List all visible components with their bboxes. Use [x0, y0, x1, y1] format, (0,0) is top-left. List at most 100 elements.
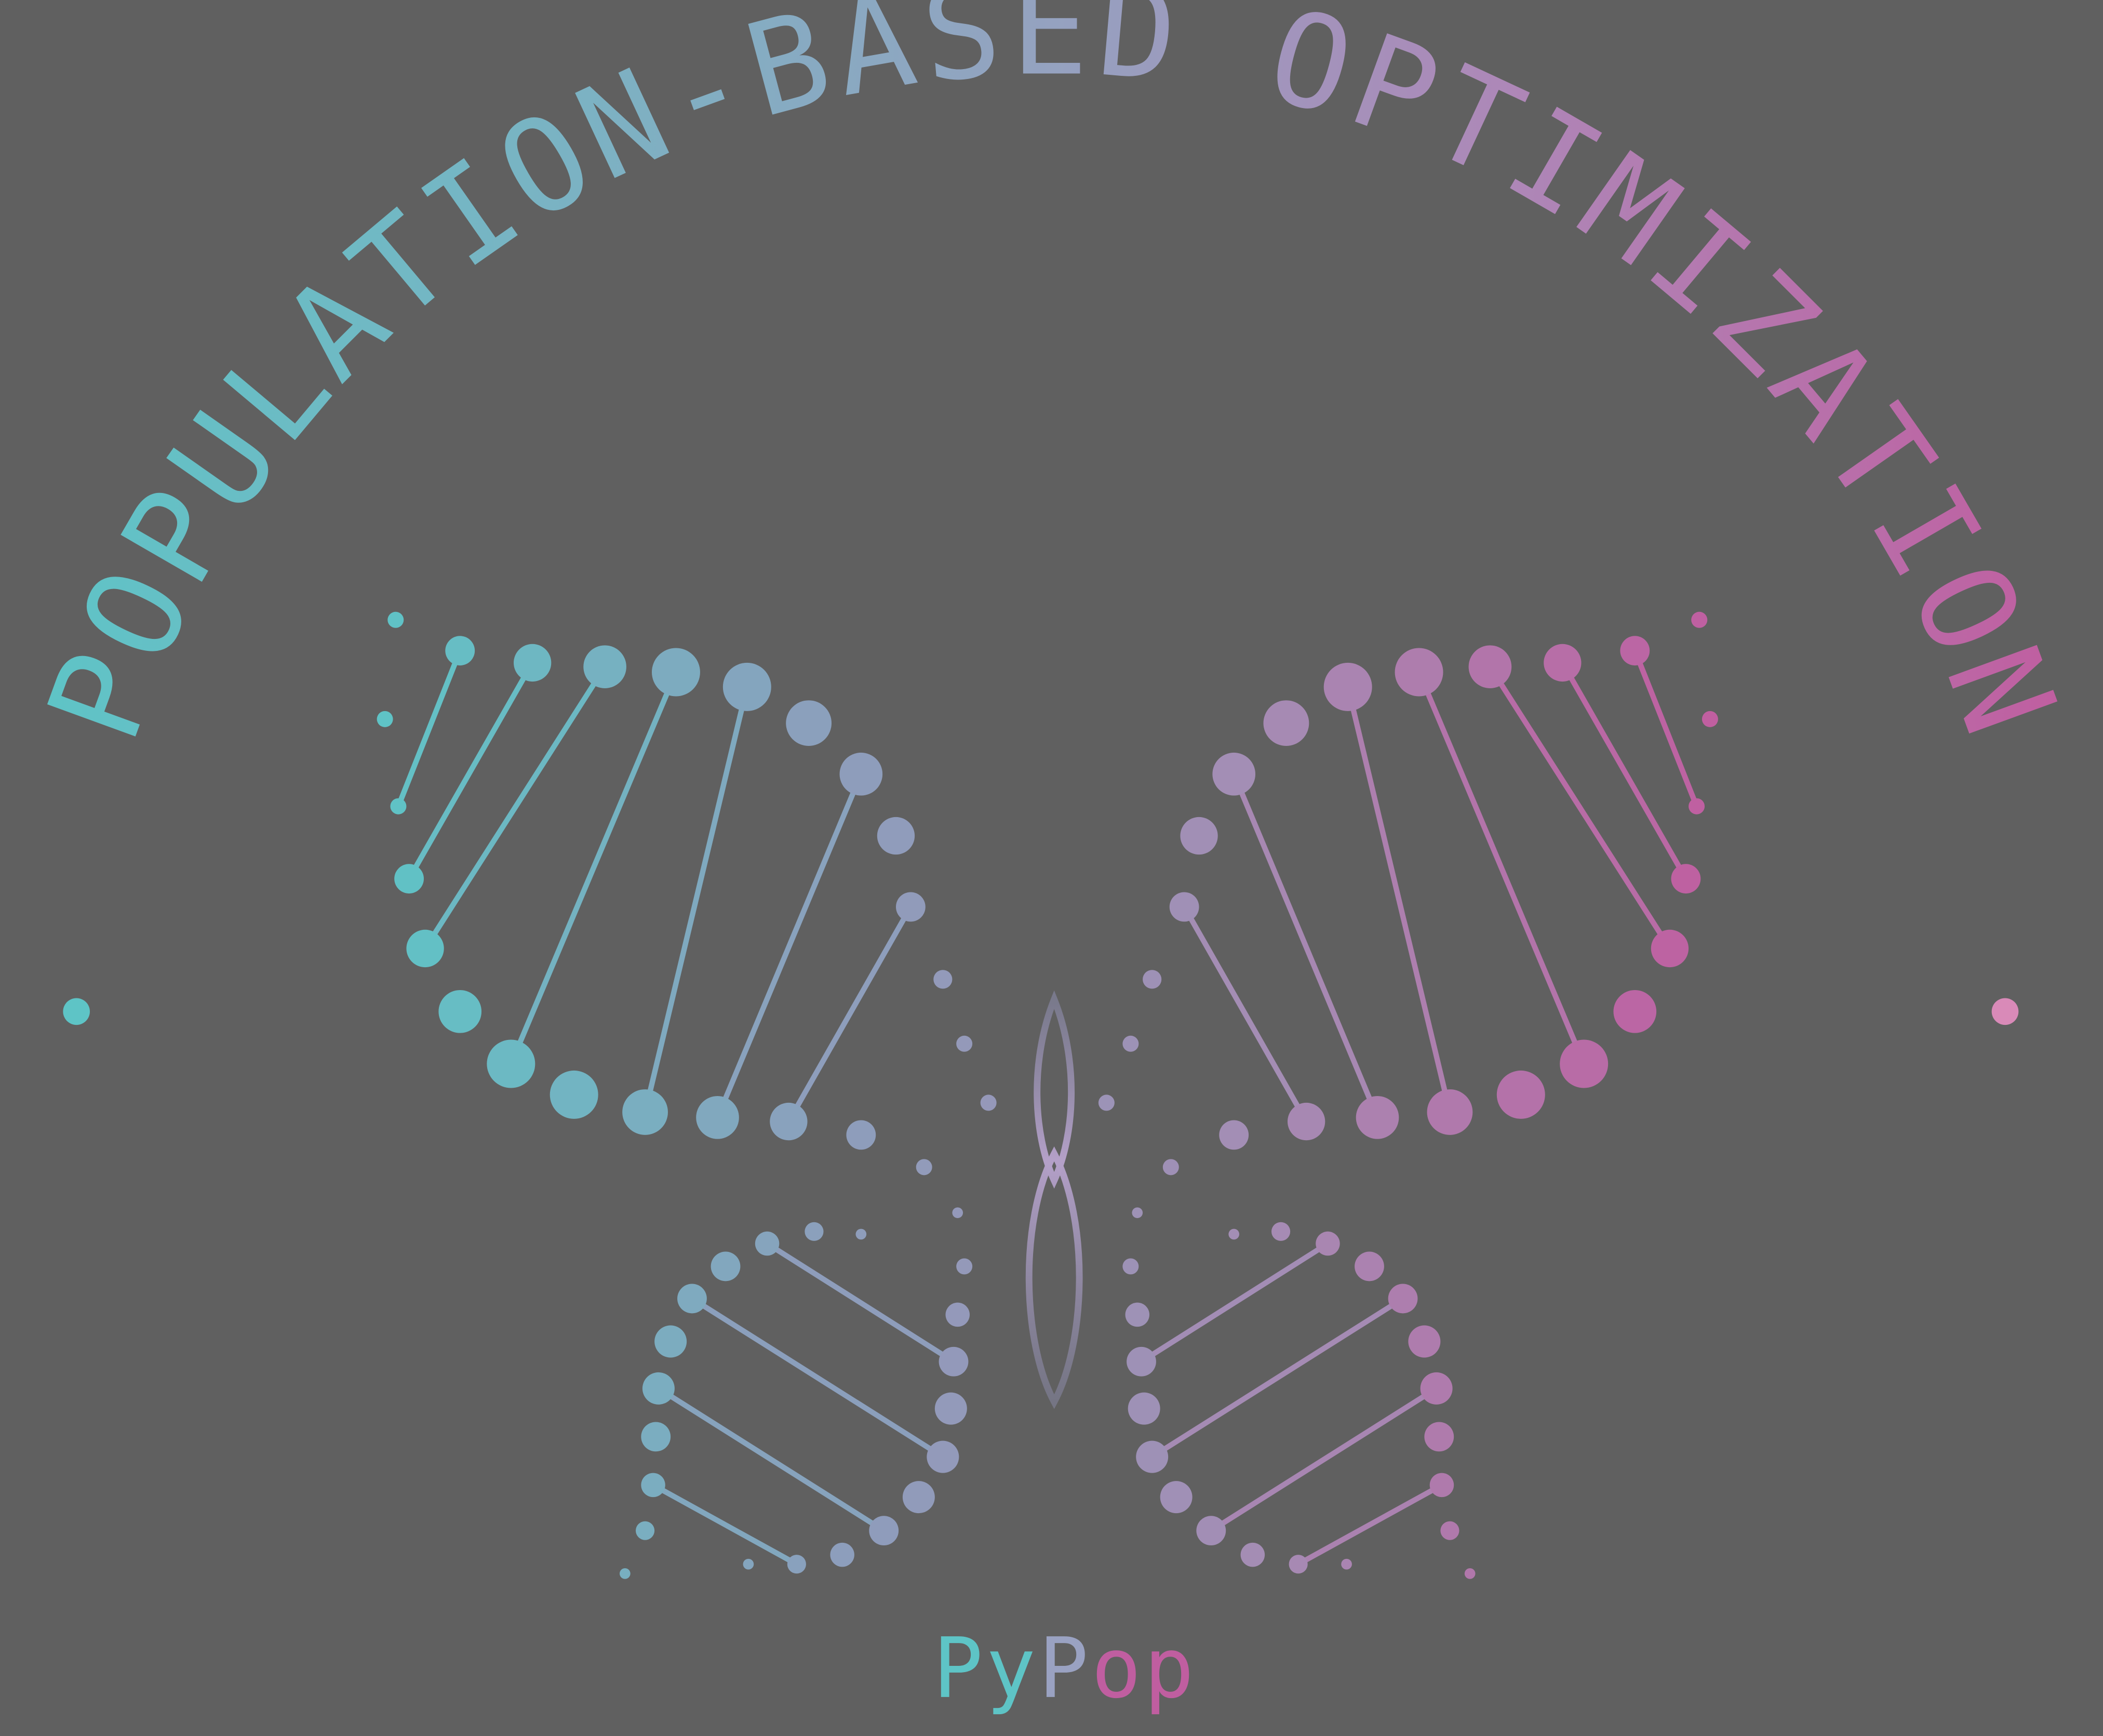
helix-node — [1122, 1035, 1139, 1052]
helix-node — [927, 1440, 959, 1473]
helix-node — [1122, 1258, 1139, 1275]
helix-node — [846, 1120, 876, 1150]
helix-node — [620, 1568, 631, 1579]
helix-node — [877, 817, 915, 855]
helix-node — [1098, 1094, 1115, 1111]
helix-node — [1143, 970, 1162, 989]
helix-node — [855, 1228, 867, 1240]
helix-node — [583, 645, 626, 688]
helix-node — [550, 1070, 598, 1119]
helix-node — [387, 611, 404, 628]
helix-node — [755, 1231, 780, 1256]
helix-node — [787, 1555, 806, 1574]
helix-node — [1544, 644, 1582, 682]
helix-node — [641, 1473, 665, 1498]
helix-rung — [689, 1296, 946, 1460]
helix-node — [945, 1302, 970, 1327]
helix-node — [1424, 1422, 1454, 1452]
helix-node — [1263, 700, 1309, 746]
helix-rung — [642, 684, 750, 1115]
helix-rung — [1181, 904, 1309, 1125]
helix-node — [1689, 798, 1705, 814]
helix-node — [1613, 990, 1657, 1033]
helix-node — [1219, 1120, 1249, 1150]
wordmark-p: P — [1039, 1620, 1092, 1717]
helix-node — [869, 1516, 899, 1546]
helix-node — [1691, 611, 1708, 628]
helix-rung — [1416, 669, 1587, 1067]
pypop-wordmark: PyPop — [933, 1620, 1197, 1717]
helix-node — [1341, 1558, 1352, 1570]
helix-node — [377, 711, 393, 727]
helix-node — [770, 1102, 808, 1141]
helix-rung — [1231, 771, 1381, 1120]
helix-node — [952, 1207, 963, 1218]
helix-rung — [1560, 660, 1689, 882]
helix-node — [1620, 636, 1650, 666]
helix-node — [980, 1094, 997, 1111]
helix-rung — [406, 660, 535, 882]
helix-node — [839, 752, 883, 796]
helix-node — [1228, 1228, 1240, 1240]
helix-node — [445, 636, 475, 666]
helix-rung — [1487, 664, 1673, 952]
helix-node — [406, 929, 444, 968]
helix-node — [1468, 645, 1512, 688]
helix-node — [722, 662, 771, 711]
helix-node — [1440, 1521, 1459, 1540]
right-bullet-dot — [1991, 998, 2019, 1025]
helix-node — [1496, 1070, 1545, 1119]
helix-node — [622, 1089, 668, 1135]
helix-node — [1240, 1542, 1265, 1567]
helix-node — [895, 892, 926, 922]
helix-node — [1356, 1096, 1399, 1139]
helix-node — [1127, 1346, 1156, 1377]
helix-rung — [1208, 1385, 1439, 1533]
helix-rung — [650, 1482, 800, 1567]
helix-rung — [1632, 648, 1699, 809]
helix-node — [642, 1372, 675, 1405]
helix-node — [956, 1035, 973, 1052]
helix-node — [651, 648, 700, 697]
helix-rung — [715, 771, 864, 1120]
helix-node — [1180, 817, 1218, 855]
helix-node — [1162, 1159, 1179, 1176]
helix-node — [1160, 1481, 1193, 1514]
helix-node — [1420, 1372, 1453, 1405]
helix-rung — [422, 664, 608, 952]
helix-rung — [395, 648, 463, 809]
helix-node — [1427, 1089, 1473, 1135]
left-bullet-dot — [63, 998, 90, 1025]
helix-rung — [1345, 684, 1453, 1115]
helix-node — [438, 990, 482, 1033]
helix-node — [830, 1542, 854, 1567]
helix-node — [394, 864, 424, 894]
arc-title: POPULATION-BASED OPTIMIZATION — [19, 0, 2086, 758]
helix-node — [1271, 1222, 1291, 1241]
helix-node — [1136, 1440, 1169, 1473]
helix-node — [514, 644, 552, 682]
helix-node — [677, 1284, 707, 1314]
figure-eight-icon — [1025, 990, 1083, 1409]
helix-node — [641, 1422, 671, 1452]
dna-helix-icon — [377, 611, 1718, 1579]
wordmark-py: Py — [933, 1620, 1038, 1717]
helix-node — [1125, 1302, 1150, 1327]
helix-node — [1355, 1251, 1384, 1281]
helix-node — [635, 1521, 655, 1540]
helix-node — [1196, 1516, 1226, 1546]
helix-rung — [1295, 1482, 1445, 1567]
helix-node — [1287, 1102, 1325, 1141]
helix-rung — [655, 1385, 887, 1533]
helix-node — [916, 1159, 932, 1176]
helix-node — [1212, 752, 1256, 796]
helix-node — [1323, 662, 1372, 711]
helix-node — [933, 970, 953, 989]
helix-node — [956, 1258, 973, 1275]
helix-node — [743, 1558, 754, 1570]
helix-node — [1560, 1039, 1609, 1088]
helix-node — [1395, 648, 1443, 697]
helix-rung — [1138, 1240, 1331, 1365]
wordmark-op: op — [1091, 1620, 1197, 1717]
helix-node — [487, 1039, 535, 1088]
